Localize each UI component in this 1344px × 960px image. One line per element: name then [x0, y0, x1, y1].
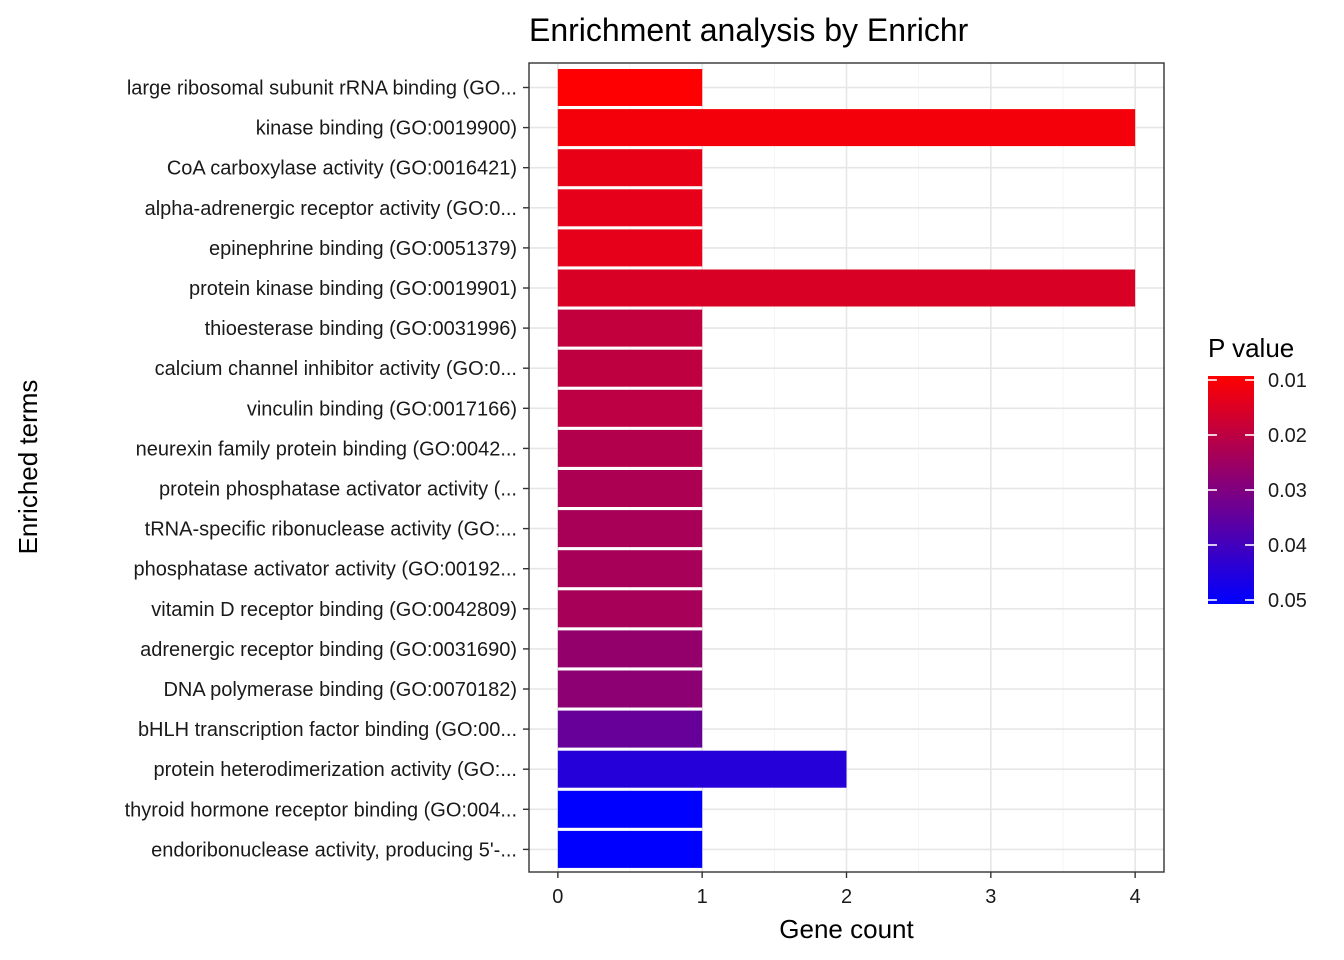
bar — [557, 149, 703, 187]
bars — [557, 69, 1136, 868]
y-tick-label: CoA carboxylase activity (GO:0016421) — [167, 158, 517, 180]
x-axis-ticks: 0 1 2 3 4 — [552, 872, 1141, 908]
y-tick-label: epinephrine binding (GO:0051379) — [209, 238, 517, 260]
y-tick-label: tRNA-specific ribonuclease activity (GO:… — [145, 519, 517, 541]
y-tick-label: thyroid hormone receptor binding (GO:004… — [125, 799, 517, 821]
y-tick-label: kinase binding (GO:0019900) — [256, 118, 517, 140]
bar — [557, 710, 703, 748]
bar — [557, 269, 1136, 307]
bar — [557, 590, 703, 628]
p-value-legend: P value 0.01 0.02 0.03 0.04 0.05 — [1208, 333, 1307, 612]
bar — [557, 309, 703, 347]
bar — [557, 790, 703, 828]
y-tick-label: neurexin family protein binding (GO:0042… — [136, 438, 517, 460]
colorbar-tick-label: 0.05 — [1268, 590, 1307, 612]
colorbar-tick-label: 0.01 — [1268, 370, 1307, 392]
y-tick-label: thioesterase binding (GO:0031996) — [205, 318, 517, 340]
x-tick-label: 4 — [1130, 886, 1141, 908]
bar — [557, 510, 703, 548]
bar — [557, 69, 703, 106]
y-tick-label: protein phosphatase activator activity (… — [159, 479, 517, 501]
bar — [557, 389, 703, 427]
y-axis-title: Enriched terms — [13, 380, 43, 555]
bar — [557, 550, 703, 588]
chart-title: Enrichment analysis by Enrichr — [529, 12, 969, 48]
bar — [557, 429, 703, 467]
colorbar-tick-label: 0.03 — [1268, 480, 1307, 502]
bar — [557, 630, 703, 668]
y-tick-label: bHLH transcription factor binding (GO:00… — [138, 719, 517, 741]
x-axis-title: Gene count — [779, 914, 914, 944]
bar — [557, 349, 703, 387]
y-tick-label: DNA polymerase binding (GO:0070182) — [163, 679, 517, 701]
y-tick-label: vitamin D receptor binding (GO:0042809) — [151, 599, 517, 621]
colorbar-ticks: 0.01 0.02 0.03 0.04 0.05 — [1208, 370, 1307, 612]
bar — [557, 830, 703, 868]
x-tick-label: 0 — [552, 886, 563, 908]
bar — [557, 670, 703, 708]
bar — [557, 109, 1136, 147]
y-tick-label: calcium channel inhibitor activity (GO:0… — [155, 358, 517, 380]
y-tick-label: protein heterodimerization activity (GO:… — [154, 759, 517, 781]
colorbar-tick-label: 0.04 — [1268, 535, 1307, 557]
y-tick-label: large ribosomal subunit rRNA binding (GO… — [127, 78, 517, 100]
y-tick-label: endoribonuclease activity, producing 5'-… — [151, 839, 517, 861]
x-tick-label: 2 — [841, 886, 852, 908]
bar — [557, 229, 703, 267]
x-tick-label: 1 — [697, 886, 708, 908]
y-tick-label: vinculin binding (GO:0017166) — [247, 398, 517, 420]
y-axis-ticks: large ribosomal subunit rRNA binding (GO… — [125, 78, 529, 861]
colorbar-tick-label: 0.02 — [1268, 425, 1307, 447]
bar — [557, 189, 703, 227]
y-tick-label: alpha-adrenergic receptor activity (GO:0… — [145, 198, 517, 220]
y-tick-label: phosphatase activator activity (GO:00192… — [133, 559, 517, 581]
y-tick-label: adrenergic receptor binding (GO:0031690) — [140, 639, 517, 661]
bar — [557, 750, 847, 788]
y-tick-label: protein kinase binding (GO:0019901) — [189, 278, 517, 300]
legend-title: P value — [1208, 333, 1294, 363]
bar — [557, 470, 703, 507]
x-tick-label: 3 — [985, 886, 996, 908]
